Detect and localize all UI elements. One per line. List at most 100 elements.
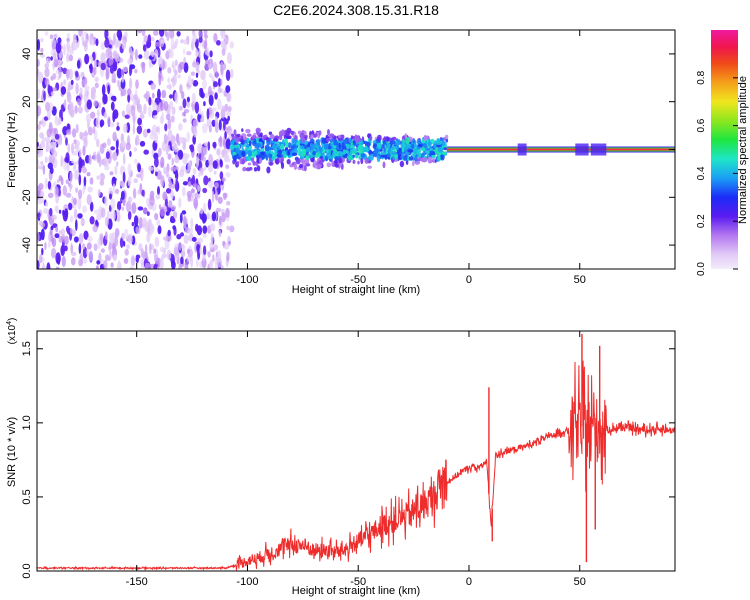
heatmap-cell bbox=[104, 195, 108, 207]
heatmap-cell bbox=[66, 52, 70, 63]
heatmap-cell bbox=[202, 202, 207, 213]
heatmap-cell bbox=[93, 209, 100, 215]
heatmap-cell bbox=[163, 236, 169, 241]
heatmap-cell bbox=[67, 143, 70, 154]
heatmap-cell bbox=[92, 125, 96, 134]
heatmap-cell bbox=[108, 44, 112, 49]
heatmap-cell bbox=[217, 87, 222, 94]
heatmap-cell bbox=[225, 207, 230, 218]
heatmap-cell bbox=[273, 138, 278, 142]
heatmap-cell bbox=[120, 190, 125, 200]
heatmap-cell bbox=[432, 157, 435, 164]
heatmap-cell bbox=[37, 105, 42, 117]
heatmap-cell bbox=[182, 142, 186, 151]
heatmap-cell bbox=[98, 156, 102, 168]
heatmap-cell bbox=[417, 149, 421, 153]
heatmap-cell bbox=[121, 206, 125, 211]
heatmap-cell bbox=[203, 40, 208, 50]
heatmap-cell bbox=[218, 78, 221, 87]
heatmap-cell bbox=[127, 58, 133, 65]
heatmap-cell bbox=[316, 152, 321, 158]
heatmap-cell bbox=[291, 152, 298, 156]
heatmap-cell bbox=[197, 237, 204, 243]
heatmap-cell bbox=[40, 47, 44, 53]
heatmap-cell bbox=[189, 77, 192, 87]
heatmap-cell bbox=[47, 162, 53, 170]
heatmap-cell bbox=[367, 165, 372, 169]
heatmap-cell bbox=[97, 175, 102, 180]
x-tick-label: -150 bbox=[126, 576, 148, 588]
heatmap-cell bbox=[194, 48, 199, 57]
heatmap-cell bbox=[208, 63, 212, 70]
heatmap-cell bbox=[181, 137, 185, 144]
heatmap-cell bbox=[129, 77, 133, 90]
heatmap-cell bbox=[70, 242, 73, 254]
heatmap-cell bbox=[44, 78, 50, 87]
heatmap-cell bbox=[122, 153, 126, 165]
heatmap-cell bbox=[225, 69, 231, 82]
heatmap-cell bbox=[100, 248, 105, 253]
snr-plot-area bbox=[37, 333, 675, 571]
heatmap-cell bbox=[189, 227, 193, 235]
y-tick-label: 1.0 bbox=[21, 415, 33, 430]
heatmap-cell bbox=[194, 101, 200, 114]
colorbar-tick-label: 0.0 bbox=[696, 262, 707, 276]
heatmap-cell bbox=[178, 105, 183, 111]
heatmap-cell bbox=[170, 215, 175, 223]
heatmap-cell bbox=[208, 94, 214, 106]
heatmap-cell bbox=[294, 135, 298, 140]
heatmap-cell bbox=[112, 151, 118, 161]
heatmap-cell bbox=[117, 201, 122, 211]
x-tick-label: 50 bbox=[574, 274, 586, 286]
heatmap-cell bbox=[169, 101, 174, 109]
heatmap-cell bbox=[369, 153, 374, 161]
colorbar-tick-label: 0.2 bbox=[696, 214, 707, 228]
heatmap-cell bbox=[42, 220, 48, 230]
heatmap-cell bbox=[82, 186, 85, 195]
heatmap-cell bbox=[104, 38, 110, 49]
heatmap-cell bbox=[71, 257, 76, 266]
heatmap-cell bbox=[202, 225, 208, 234]
heatmap-cell bbox=[417, 138, 421, 145]
heatmap-cell bbox=[182, 112, 186, 117]
heatmap-cell bbox=[386, 142, 391, 149]
heatmap-cell bbox=[141, 189, 145, 197]
heatmap-cell bbox=[340, 163, 344, 171]
heatmap-cell bbox=[78, 243, 82, 255]
heatmap-cell bbox=[293, 163, 298, 171]
heatmap-cell bbox=[217, 98, 222, 111]
heatmap-cell bbox=[208, 180, 214, 189]
heatmap-cell bbox=[43, 207, 49, 214]
heatmap-cell bbox=[202, 79, 207, 90]
heatmap-cell bbox=[152, 102, 158, 112]
heatmap-cell bbox=[400, 143, 404, 149]
heatmap-cell bbox=[226, 200, 231, 206]
heatmap-cell bbox=[121, 74, 125, 83]
heatmap-cell bbox=[590, 143, 607, 156]
heatmap-cell bbox=[174, 155, 180, 164]
heatmap-cell bbox=[253, 167, 258, 172]
heatmap-cell bbox=[46, 128, 52, 138]
heatmap-cell bbox=[105, 151, 110, 160]
heatmap-cell bbox=[318, 147, 323, 153]
heatmap-cell bbox=[160, 246, 165, 253]
heatmap-cell bbox=[121, 39, 127, 50]
heatmap-cell bbox=[165, 211, 170, 216]
heatmap-cell bbox=[66, 225, 70, 233]
heatmap-cell bbox=[196, 244, 201, 252]
heatmap-cell bbox=[148, 96, 152, 106]
heatmap-cell bbox=[95, 38, 99, 47]
heatmap-cell bbox=[312, 150, 316, 156]
heatmap-cell bbox=[83, 176, 87, 187]
heatmap-cell bbox=[106, 138, 111, 146]
heatmap-cell bbox=[125, 244, 131, 250]
heatmap-cell bbox=[165, 135, 169, 142]
heatmap-cell bbox=[230, 141, 235, 145]
heatmap-cell bbox=[87, 235, 93, 243]
heatmap-cell bbox=[73, 171, 79, 181]
heatmap-cell bbox=[195, 258, 199, 268]
heatmap-cell bbox=[60, 244, 65, 257]
heatmap-cell bbox=[118, 57, 124, 63]
heatmap-cell bbox=[192, 119, 199, 128]
heatmap-cell bbox=[44, 31, 49, 36]
